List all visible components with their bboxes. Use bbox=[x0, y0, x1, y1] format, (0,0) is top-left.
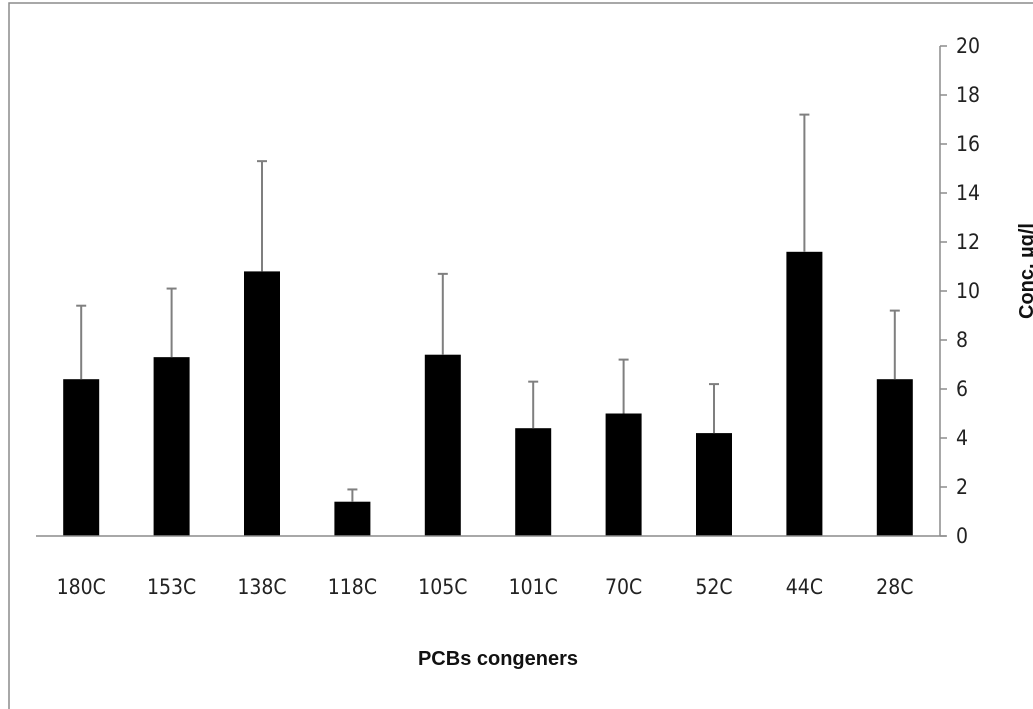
error-bar-101C bbox=[528, 380, 539, 429]
error-bar-138C bbox=[257, 160, 267, 272]
x-tick-label-180C: 180C bbox=[57, 575, 106, 599]
y-axis-title: Conc. µg/l bbox=[1016, 223, 1033, 319]
y-tick-group: 0 2 4 6 8 10 12 14 16 18 20 bbox=[940, 34, 980, 548]
bar-138C bbox=[244, 271, 280, 536]
x-tick-label-52C: 52C bbox=[695, 575, 732, 599]
bar-group bbox=[63, 251, 913, 537]
error-bar-118C bbox=[347, 488, 358, 502]
x-tick-label-44C: 44C bbox=[786, 575, 823, 599]
error-bar-70C bbox=[618, 358, 629, 414]
y-tick-label-18: 18 bbox=[956, 83, 980, 107]
x-tick-label-118C: 118C bbox=[328, 575, 377, 599]
bar-105C bbox=[424, 354, 461, 536]
bar-28C bbox=[876, 379, 913, 536]
bar-44C bbox=[786, 251, 823, 537]
y-tick-label-20: 20 bbox=[956, 34, 980, 58]
error-bar-28C bbox=[889, 309, 900, 380]
x-axis-title: PCBs congeners bbox=[418, 648, 578, 670]
bar-70C bbox=[605, 413, 642, 536]
x-tick-label-70C: 70C bbox=[605, 575, 642, 599]
y-tick-label-10: 10 bbox=[956, 279, 980, 303]
x-tick-label-101C: 101C bbox=[509, 575, 558, 599]
error-bar-44C bbox=[799, 113, 810, 252]
error-bar-105C bbox=[437, 272, 448, 355]
error-bar-group bbox=[76, 113, 900, 502]
bar-118C bbox=[334, 501, 371, 536]
x-tick-label-138C: 138C bbox=[237, 575, 286, 599]
bar-52C bbox=[696, 433, 732, 536]
x-tick-label-28C: 28C bbox=[876, 575, 913, 599]
bar-101C bbox=[515, 428, 552, 536]
bar-153C bbox=[153, 357, 190, 536]
chart-border bbox=[8, 2, 1033, 709]
y-tick-label-2: 2 bbox=[956, 475, 968, 499]
bar-180C bbox=[63, 379, 100, 536]
y-tick-label-16: 16 bbox=[956, 132, 980, 156]
error-bar-153C bbox=[166, 287, 177, 358]
error-bar-52C bbox=[709, 383, 719, 434]
y-tick-label-14: 14 bbox=[956, 181, 980, 205]
y-tick-label-4: 4 bbox=[956, 426, 968, 450]
y-tick-label-6: 6 bbox=[956, 377, 968, 401]
y-tick-label-12: 12 bbox=[956, 230, 980, 254]
y-tick-label-0: 0 bbox=[956, 524, 968, 548]
x-tick-label-105C: 105C bbox=[418, 575, 467, 599]
x-tick-label-153C: 153C bbox=[147, 575, 196, 599]
y-tick-label-8: 8 bbox=[956, 328, 968, 352]
x-tick-label-group: 180C 153C 138C 118C 105C 101C 70C 52C 44C 28C bbox=[57, 575, 914, 599]
error-bar-180C bbox=[76, 304, 87, 380]
